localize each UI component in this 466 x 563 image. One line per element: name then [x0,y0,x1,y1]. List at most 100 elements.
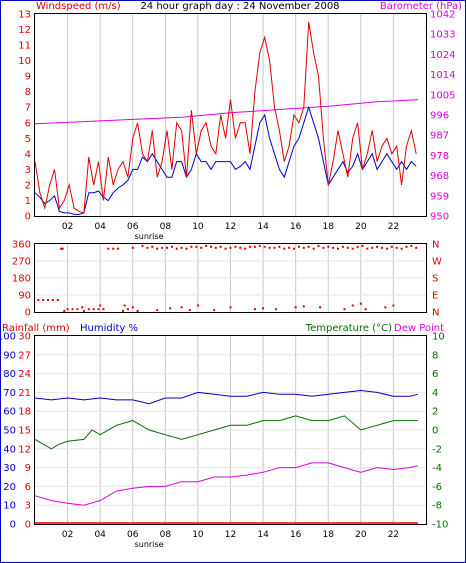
direction-point [371,246,374,249]
windspeed-tick-label: 2 [25,180,31,191]
direction-point [151,245,154,248]
direction-point [410,244,413,247]
direction-point [190,245,193,248]
direction-point [273,246,276,249]
direction-point [244,247,247,250]
sunrise-label-bottom: sunrise [135,540,164,549]
direction-point [263,245,266,248]
windspeed-tick-label: 1 [25,196,31,207]
windspeed-average-line [34,105,417,215]
direction-compass-label: E [432,291,438,302]
direction-degree-label: 0 [25,308,31,319]
direction-point [122,310,124,312]
rainfall-tick-label: 3 [25,501,31,512]
direction-point [302,246,305,249]
direction-point [253,245,256,248]
wind-panel-hour-label: 04 [94,222,106,232]
direction-point [71,308,74,311]
direction-panel-grid [35,244,426,312]
windspeed-tick-label: 13 [18,10,31,21]
rainfall-tick-label: 18 [18,407,31,418]
direction-compass-label: N [432,240,439,251]
humidity-tick-label: 100 [0,332,16,343]
direction-point [312,247,315,250]
direction-point [51,299,54,301]
direction-point [175,247,178,250]
direction-point [332,246,335,249]
windspeed-tick-label: 6 [25,118,31,129]
windspeed-axis-label: Windspeed (m/s) [36,1,121,12]
wind-panel-hour-label: 12 [225,222,236,232]
wind-panel-hour-label: 08 [160,222,172,232]
direction-point [294,306,297,309]
direction-point [381,246,383,249]
direction-point [405,245,408,248]
direction-point [126,308,129,311]
barometer-tick-label: 959 [430,191,449,202]
windspeed-tick-label: 0 [25,212,31,223]
direction-point [249,245,251,248]
barometer-tick-label: 1014 [430,70,455,81]
direction-point [161,246,164,249]
temperature-tick-label: -8 [432,501,442,512]
direction-point [141,244,144,247]
barometer-tick-label: 996 [430,111,449,122]
barometer-tick-label: 1005 [430,90,455,101]
temperature-tick-label: 0 [432,426,438,437]
barometer-tick-label: 1024 [430,50,455,61]
direction-point [351,247,354,250]
temperature-tick-label: 10 [432,332,445,343]
direction-point [56,299,59,301]
wind-panel-hour-label: 06 [127,222,139,232]
direction-point [117,247,120,250]
barometer-tick-label: 1042 [430,10,455,21]
temperature-tick-label: -6 [432,482,442,493]
direction-compass-label: W [432,257,442,268]
rainfall-tick-label: 15 [18,426,31,437]
direction-point [253,308,256,311]
direction-degree-label: 90 [18,291,31,302]
direction-point [400,247,403,250]
humidity-tick-label: 50 [3,426,16,437]
barometer-line [34,99,418,125]
temperature-tick-label: 2 [432,407,438,418]
direction-point [131,306,134,309]
windspeed-tick-label: 12 [18,25,31,36]
direction-point [61,247,64,250]
temp-panel-hour-label: 06 [127,530,139,540]
direction-point [219,245,222,248]
rainfall-tick-label: 9 [25,463,31,474]
direction-point [390,245,393,248]
direction-point [322,246,325,249]
direction-point [81,306,84,309]
humidity-tick-label: 80 [3,369,16,380]
direction-point [82,310,85,312]
barometer-tick-label: 1033 [430,30,455,41]
direction-point [136,310,139,312]
wind-panel-hour-label: 16 [290,222,302,232]
wind-panel-hour-label: 14 [257,222,269,232]
dew-point-axis-label: Dew Point [394,323,444,334]
temperature-tick-label: -2 [432,444,442,455]
humidity-axis-label: Humidity % [80,323,138,334]
direction-point [234,245,237,248]
direction-point [76,308,79,311]
barometer-axis-label: Barometer (hPa) [380,1,462,12]
rainfall-tick-label: 24 [18,369,31,380]
direction-point [415,246,418,249]
direction-point [146,246,149,249]
humidity-tick-label: 10 [3,501,16,512]
windspeed-tick-label: 8 [25,87,31,98]
temp-panel-hour-label: 22 [388,530,399,540]
humidity-tick-label: 30 [3,463,16,474]
direction-point [288,246,291,249]
direction-point [384,306,387,309]
direction-point [180,306,183,309]
direction-point [395,246,398,249]
direction-point [293,247,295,250]
windspeed-tick-label: 4 [25,149,31,160]
direction-point [351,304,354,307]
barometer-tick-label: 987 [430,131,449,142]
temp-panel-hour-label: 18 [323,530,335,540]
windspeed-tick-label: 9 [25,72,31,83]
